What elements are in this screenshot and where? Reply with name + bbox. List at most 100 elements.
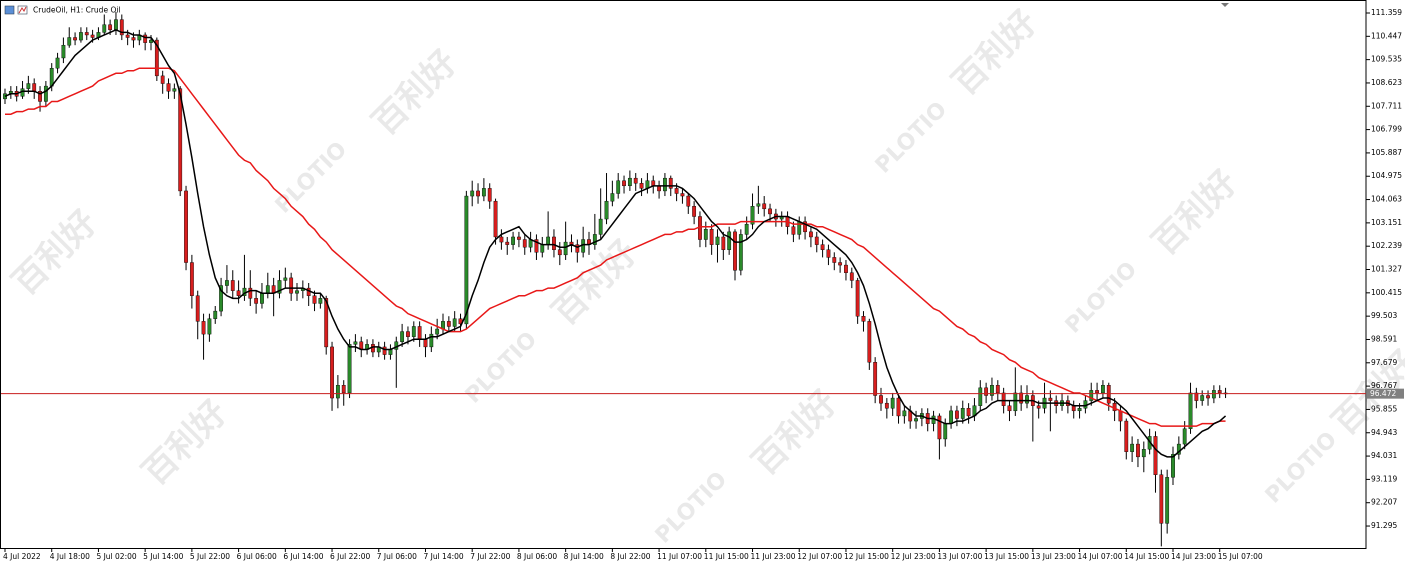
x-tick-label: 14 Jul 07:00 — [1078, 552, 1123, 561]
y-tick-label: 96.767 — [1371, 381, 1397, 390]
bear-candle — [861, 316, 866, 322]
bear-candle — [382, 346, 387, 355]
bear-candle — [966, 408, 971, 417]
bull-candle — [470, 190, 475, 197]
bear-candle — [312, 295, 317, 304]
bear-candle — [493, 200, 498, 238]
bear-candle — [1007, 405, 1012, 412]
bear-candle — [826, 249, 831, 258]
y-tick-label: 104.975 — [1371, 171, 1402, 180]
bear-candle — [803, 221, 807, 233]
bear-candle — [423, 339, 428, 348]
x-tick-label: 5 Jul 14:00 — [143, 552, 183, 561]
x-tick-label: 8 Jul 06:00 — [517, 552, 557, 561]
bear-candle — [131, 37, 136, 41]
bull-candle — [1141, 448, 1146, 458]
bull-candle — [610, 193, 615, 202]
bear-candle — [184, 190, 188, 263]
x-tick-label: 12 Jul 07:00 — [797, 552, 842, 561]
bull-candle — [464, 195, 469, 325]
bull-candle — [592, 234, 597, 245]
y-tick-label: 97.679 — [1371, 358, 1397, 367]
bear-candle — [160, 75, 165, 84]
bull-candle — [265, 285, 270, 294]
current-price-box — [1367, 388, 1404, 399]
bear-candle — [838, 262, 843, 266]
y-tick-label: 110.447 — [1371, 31, 1402, 40]
y-tick-label: 111.359 — [1371, 8, 1402, 17]
bull-candle — [756, 203, 761, 207]
bull-candle — [172, 88, 177, 92]
current-price-label: 96.472 — [1370, 389, 1396, 398]
bull-candle — [1013, 392, 1018, 412]
bull-candle — [207, 318, 212, 335]
bull-candle — [347, 344, 352, 394]
bull-candle — [1176, 443, 1181, 455]
bear-candle — [791, 226, 796, 235]
x-tick-label: 5 Jul 02:00 — [96, 552, 136, 561]
x-tick-label: 11 Jul 23:00 — [751, 552, 796, 561]
bull-candle — [318, 298, 323, 304]
bull-candle — [1165, 477, 1170, 524]
bear-candle — [230, 280, 235, 291]
bear-candle — [406, 331, 410, 337]
bear-candle — [884, 402, 889, 409]
bear-candle — [1136, 443, 1140, 458]
bull-candle — [283, 277, 288, 281]
x-tick-label: 8 Jul 14:00 — [564, 552, 604, 561]
bear-candle — [844, 264, 848, 273]
bear-candle — [330, 346, 334, 399]
bear-candle — [1153, 436, 1158, 475]
bear-candle — [32, 83, 37, 92]
bear-candle — [1095, 390, 1099, 394]
y-tick-label: 95.855 — [1371, 404, 1397, 413]
bull-candle — [750, 206, 755, 225]
bear-candle — [668, 177, 673, 189]
icon — [18, 6, 27, 14]
bull-candle — [1182, 428, 1187, 445]
bull-candle — [452, 318, 457, 327]
bear-candle — [651, 180, 656, 187]
y-tick-label: 94.031 — [1371, 451, 1397, 460]
bull-candle — [1025, 395, 1029, 404]
bear-candle — [1048, 397, 1053, 401]
bull-candle — [1077, 408, 1082, 412]
bull-candle — [429, 333, 434, 348]
bear-candle — [178, 88, 183, 192]
bull-candle — [481, 188, 486, 197]
y-tick-label: 94.943 — [1371, 428, 1397, 437]
bear-candle — [768, 208, 772, 215]
x-tick-label: 13 Jul 07:00 — [937, 552, 982, 561]
x-tick-label: 6 Jul 14:00 — [283, 552, 323, 561]
bear-candle — [248, 287, 253, 299]
y-tick-label: 91.295 — [1371, 521, 1397, 530]
bear-candle — [633, 177, 638, 184]
bear-candle — [90, 34, 95, 38]
bull-candle — [335, 385, 340, 399]
bull-candle — [388, 349, 393, 355]
bull-candle — [1101, 385, 1105, 394]
bear-candle — [984, 387, 989, 396]
bull-candle — [219, 285, 223, 312]
bull-candle — [715, 236, 720, 245]
bull-candle — [703, 229, 708, 240]
bull-candle — [744, 223, 749, 235]
bull-candle — [61, 44, 66, 59]
bear-candle — [855, 280, 860, 317]
bear-candle — [73, 37, 77, 41]
bear-candle — [867, 321, 872, 363]
bear-candle — [552, 236, 556, 250]
bear-candle — [709, 229, 714, 245]
bear-candle — [1124, 420, 1129, 452]
bull-candle — [546, 236, 551, 245]
y-tick-label: 102.239 — [1371, 241, 1402, 250]
x-tick-label: 15 Jul 07:00 — [1218, 552, 1263, 561]
bull-candle — [738, 234, 743, 271]
bear-candle — [814, 236, 819, 245]
bull-candle — [663, 177, 667, 192]
x-tick-label: 14 Jul 23:00 — [1171, 552, 1216, 561]
y-tick-label: 108.623 — [1371, 78, 1402, 87]
bear-candle — [119, 19, 124, 36]
bull-candle — [213, 310, 218, 319]
bull-candle — [914, 418, 918, 422]
